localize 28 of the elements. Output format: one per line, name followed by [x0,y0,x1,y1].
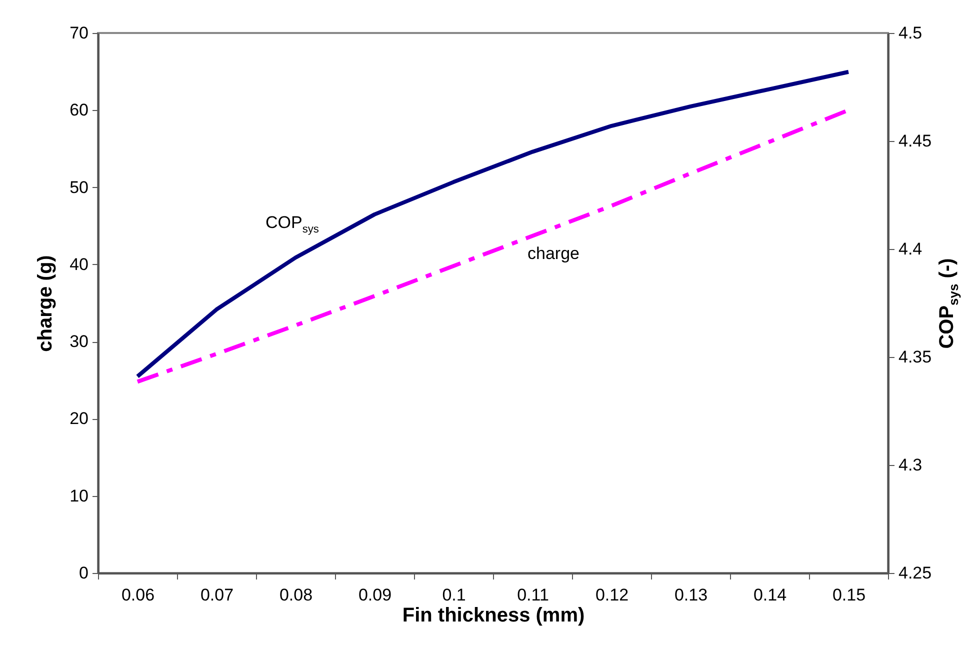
x-tick-label: 0.1 [442,586,466,604]
x-tick-label: 0.15 [832,586,866,604]
x-tick-label: 0.14 [753,586,787,604]
x-tick-label: 0.07 [200,586,234,604]
series-label: COP$_{sys}$ [266,212,319,236]
x-tick-label: 0.11 [517,586,549,604]
y-tick-label: 60 [70,100,88,120]
x-tick-label: 0.12 [595,586,629,604]
y2-tick-label: 4.3 [898,456,922,474]
y-tick-label: 30 [70,332,88,352]
x-tick-label: 0.08 [279,586,313,604]
y2-tick-label: 4.35 [898,348,932,366]
y2-tick-label: 4.4 [898,240,922,258]
y-tick-label: 0 [79,564,88,582]
y-tick-label: 40 [70,254,88,274]
x-tick-label: 0.06 [121,586,155,604]
y-axis-title: charge (g) [34,255,57,352]
y2-tick-label: 4.45 [898,132,932,150]
series-label: charge [528,244,580,264]
y2-tick-label: 4.25 [898,564,932,582]
x-tick-label: 0.09 [358,586,392,604]
y-tick-label: 70 [70,24,88,42]
y-tick-label: 20 [70,409,88,428]
x-axis-title: Fin thickness (mm) [402,604,585,626]
y-tick-label: 50 [70,178,88,197]
x-tick-label: 0.13 [674,586,708,604]
y2-tick-label: 4.5 [898,24,922,42]
y-tick-label: 10 [70,486,88,506]
